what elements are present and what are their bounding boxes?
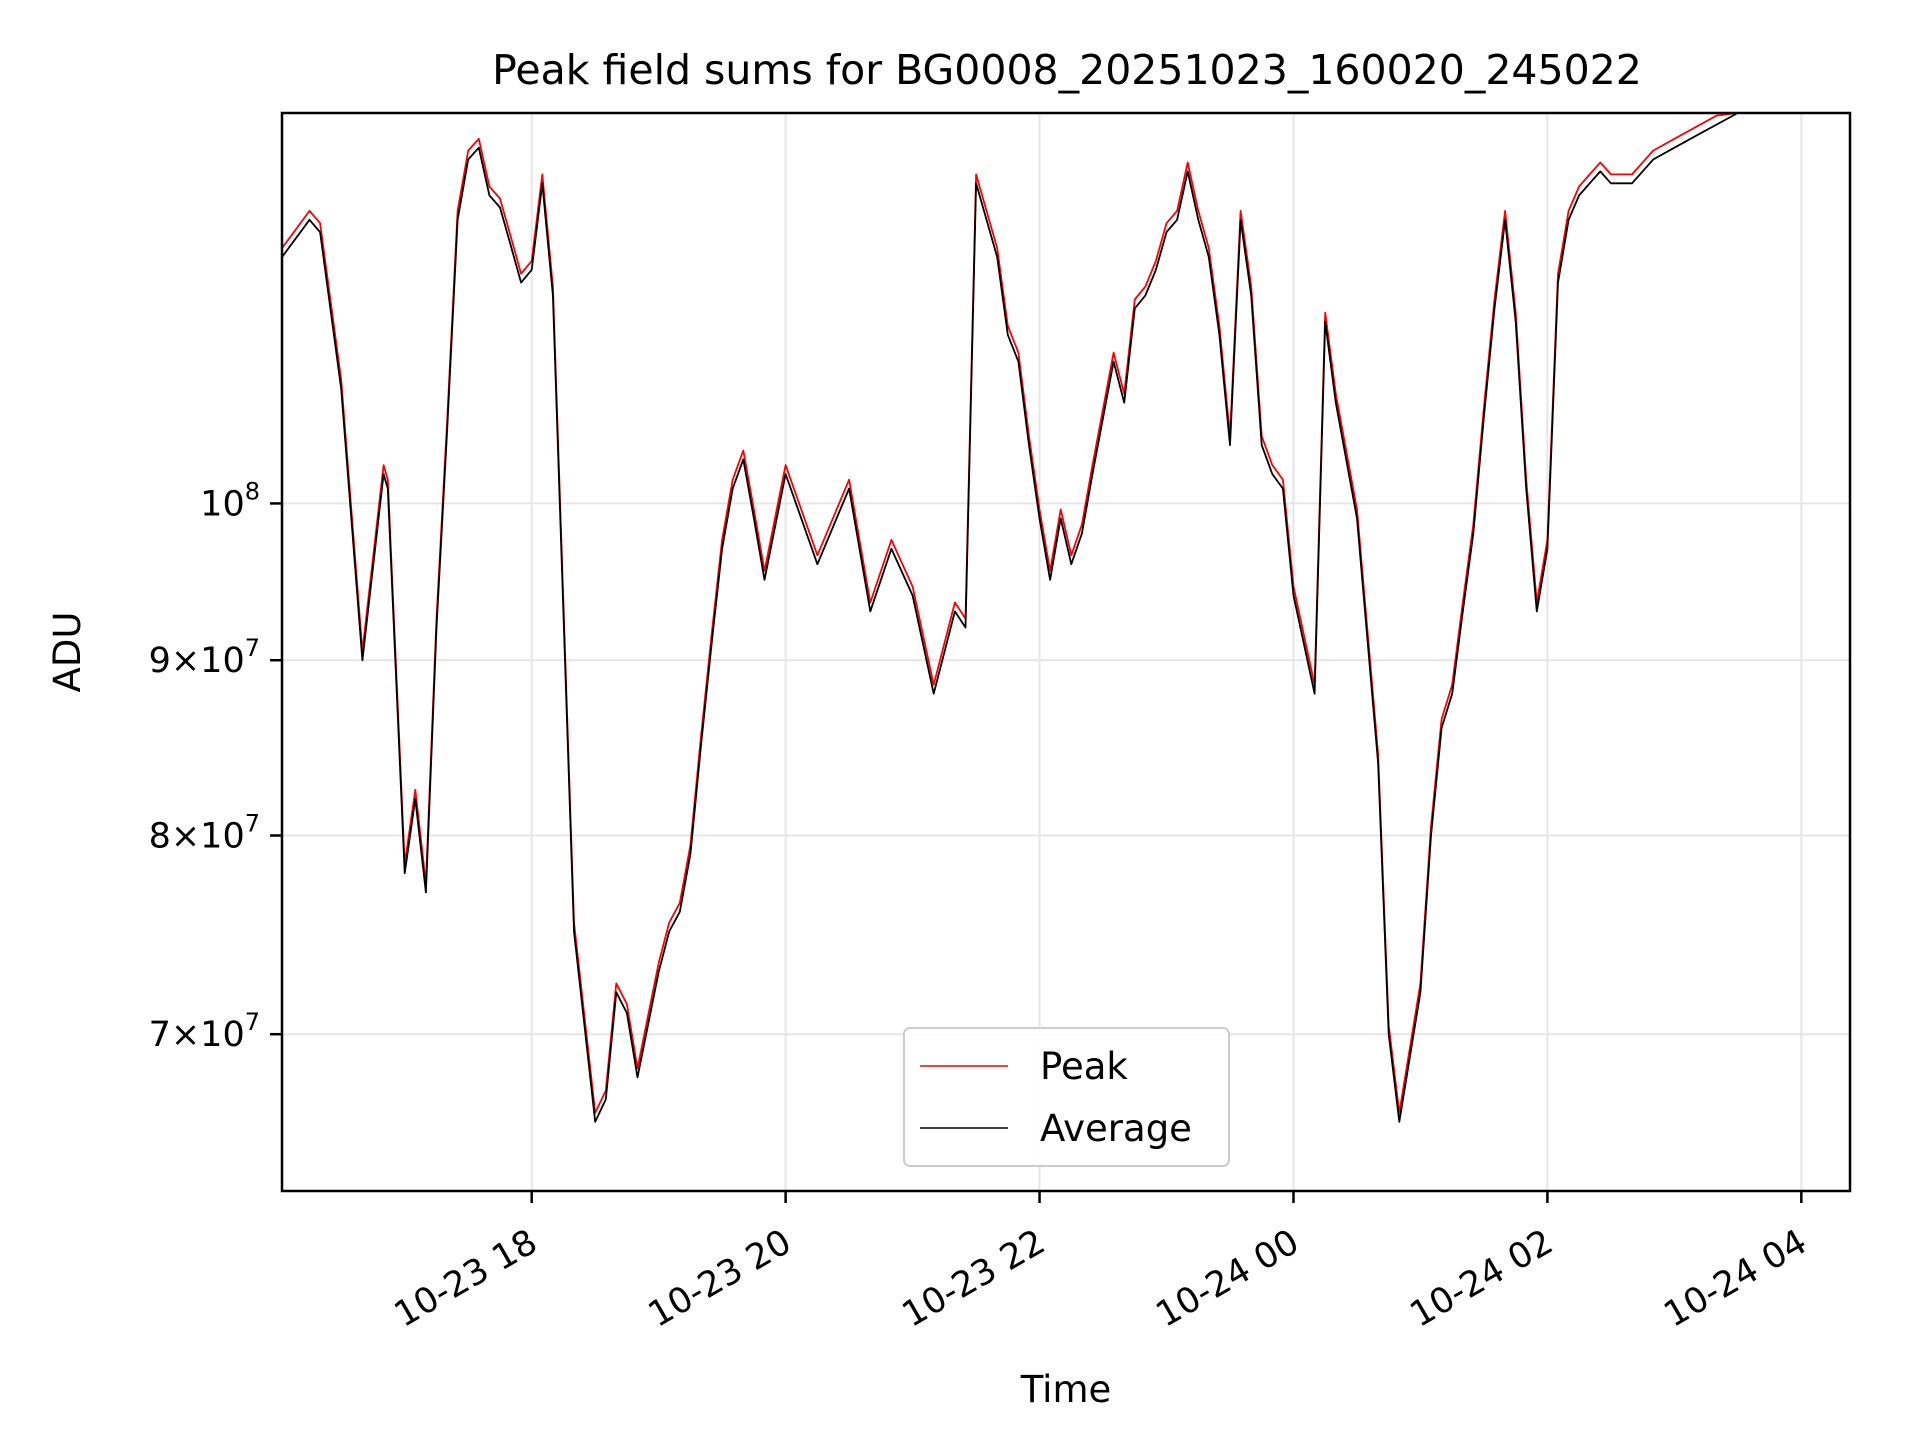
legend-label-peak: Peak: [1040, 1045, 1128, 1088]
legend-label-average: Average: [1040, 1107, 1192, 1150]
x-axis-label: Time: [1020, 1368, 1112, 1411]
y-axis: 7×107 8×107 9×107 108: [149, 477, 282, 1055]
y-tick-label: 7×107: [149, 1008, 260, 1055]
y-tick-label: 8×107: [149, 809, 260, 856]
series-layer: [281, 112, 1850, 1123]
grid: [282, 113, 1850, 1191]
y-tick-label: 9×107: [149, 634, 260, 681]
y-axis-label: ADU: [46, 612, 89, 693]
plot-frame: [280, 111, 1852, 1193]
series-line-peak: [281, 112, 1850, 1114]
legend: Peak Average: [903, 1027, 1230, 1167]
y-tick-label: 108: [200, 477, 260, 524]
legend-box: [903, 1027, 1230, 1167]
chart-title: Peak field sums for BG0008_20251023_1600…: [492, 46, 1642, 94]
series-line-average: [281, 112, 1844, 1123]
